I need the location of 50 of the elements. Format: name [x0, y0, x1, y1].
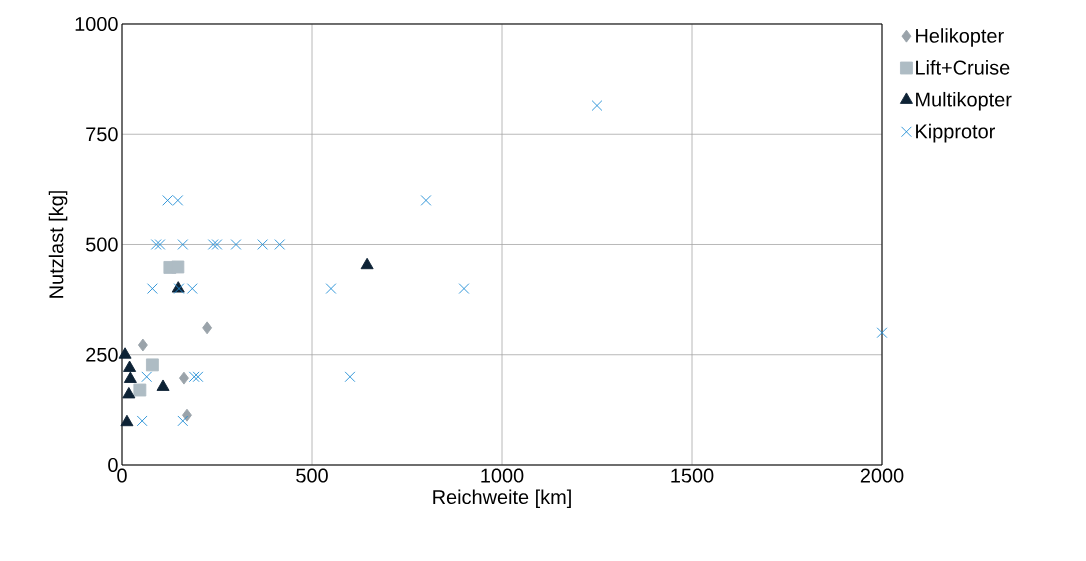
point [136, 415, 148, 427]
point [202, 321, 213, 335]
point [141, 371, 153, 383]
point [177, 415, 189, 427]
y-tick-label: 500 [86, 237, 118, 252]
y-tick-label: 750 [86, 127, 118, 142]
point [177, 239, 189, 250]
point [420, 195, 432, 206]
x-tick-label: 1000 [481, 468, 524, 483]
point [207, 239, 219, 250]
point [123, 360, 137, 372]
y-tick-label: 0 [108, 457, 118, 473]
point [186, 283, 198, 294]
point [211, 239, 223, 250]
point [133, 383, 147, 397]
point [182, 408, 192, 422]
point [876, 327, 888, 339]
point [325, 283, 337, 294]
point [147, 283, 158, 294]
point [120, 414, 134, 427]
y-tick-label: 1000 [75, 16, 118, 32]
legend-label: Kipprotor [916, 123, 995, 143]
point [171, 260, 185, 274]
point [145, 358, 159, 372]
x-axis-title: Reichweite [km] [433, 489, 571, 509]
point [118, 347, 132, 359]
x-tick-label: 1500 [671, 468, 714, 483]
point [137, 338, 148, 352]
x-tick-label: 2000 [860, 468, 904, 483]
point [360, 257, 374, 270]
x-tick-label: 500 [296, 468, 328, 483]
point [179, 371, 189, 385]
legend-label: Lift+Cruise [916, 60, 1010, 75]
y-axis-title: Nutzlast [kg] [48, 191, 68, 298]
point [122, 387, 136, 399]
point [192, 371, 204, 383]
point [257, 239, 268, 250]
legend-label: Helikopter [916, 28, 1004, 47]
point [188, 371, 200, 383]
point [591, 100, 603, 111]
legend-label: Multikopter [916, 91, 1012, 111]
point [150, 239, 162, 250]
point [154, 239, 166, 250]
point [230, 239, 242, 250]
y-tick-label: 250 [86, 347, 118, 362]
point [274, 239, 286, 250]
point [156, 379, 170, 391]
point [344, 371, 356, 383]
point [458, 283, 470, 294]
point [123, 371, 137, 383]
